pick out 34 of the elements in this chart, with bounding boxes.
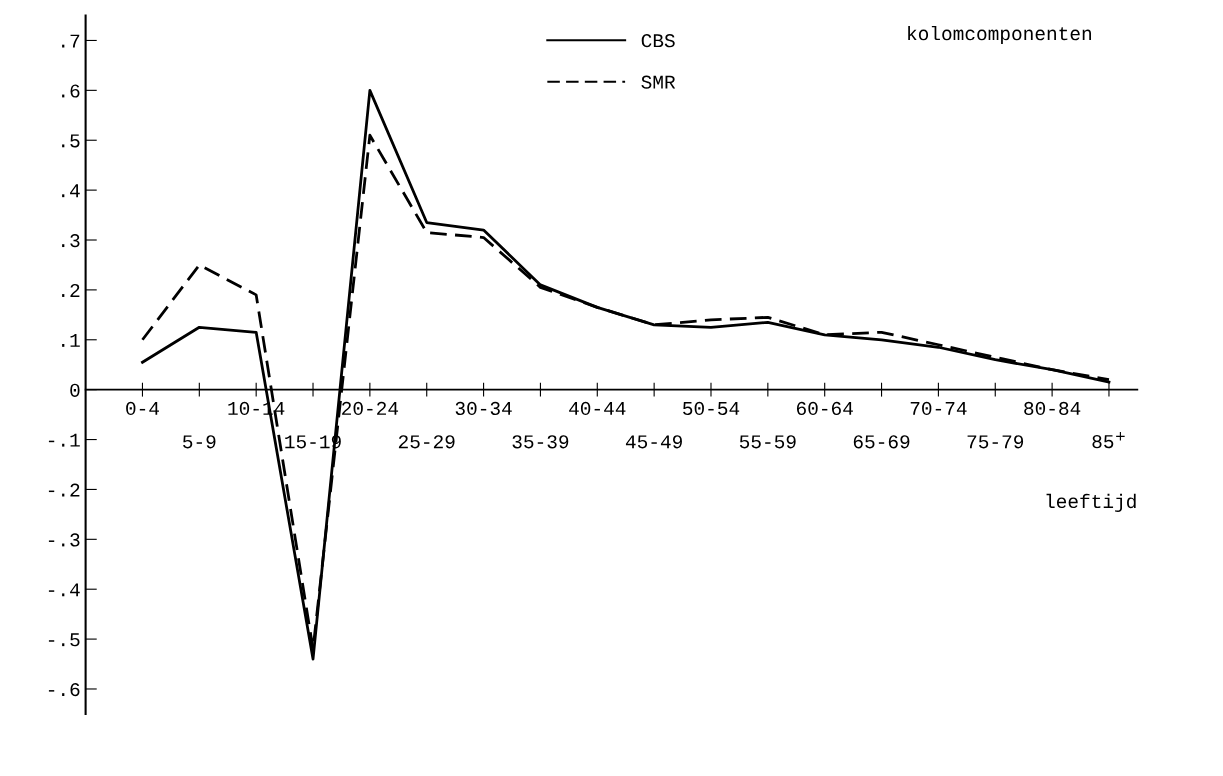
x-tick-label: 80-84 — [1024, 401, 1081, 416]
x-tick-label: 55-59 — [739, 435, 796, 449]
y-tick-label: 0 — [70, 383, 80, 397]
x-tick-label: 35-39 — [512, 435, 569, 449]
y-tick-label: .2 — [62, 283, 80, 297]
legend-label: SMR — [641, 75, 676, 89]
x-tick-label: 40-44 — [569, 401, 626, 416]
y-tick-label: .7 — [62, 34, 80, 48]
y-tick-label: .3 — [62, 234, 80, 248]
legend-label: CBS — [641, 34, 675, 48]
y-tick-label: -.2 — [48, 483, 80, 497]
x-tick-label: 20-24 — [342, 401, 399, 416]
x-tick-label: 65-69 — [853, 435, 910, 449]
x-tick-label: 30-34 — [455, 401, 512, 416]
y-tick-label: -.3 — [48, 533, 80, 547]
y-tick-label: .1 — [62, 334, 80, 347]
x-tick-label: 75-79 — [967, 435, 1024, 449]
x-tick-label: 60-64 — [796, 401, 853, 416]
y-tick-label: -.5 — [48, 633, 80, 647]
y-tick-label: -.6 — [48, 683, 80, 697]
x-tick-label: 45-49 — [625, 435, 682, 449]
x-tick-label: 50-54 — [683, 401, 740, 416]
y-tick-label: .6 — [62, 84, 80, 98]
y-tick-label: .5 — [62, 134, 80, 148]
x-axis-title: leeftijd — [1046, 493, 1136, 512]
y-tick-label: .4 — [62, 184, 80, 198]
x-tick-label: 25-29 — [398, 435, 455, 449]
text: kolomcomponenten — [908, 26, 1091, 45]
x-tick-label: 85$^{+}$ — [1092, 432, 1125, 449]
y-tick-label: -.4 — [48, 583, 80, 597]
y-tick-label: -.1 — [48, 433, 80, 447]
x-tick-label: 70-74 — [910, 401, 967, 416]
x-tick-label: 0-4 — [126, 401, 159, 416]
x-tick-label: 5-9 — [183, 435, 216, 449]
